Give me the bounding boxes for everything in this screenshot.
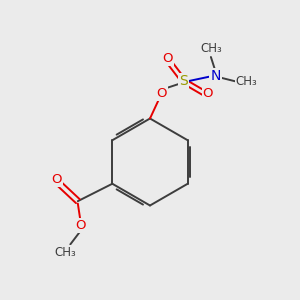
Text: O: O — [162, 52, 173, 65]
Text: O: O — [203, 87, 213, 101]
Text: O: O — [156, 87, 167, 101]
Text: O: O — [52, 173, 62, 186]
Text: O: O — [76, 219, 86, 232]
Text: N: N — [210, 69, 220, 83]
Text: CH₃: CH₃ — [236, 75, 257, 88]
Text: S: S — [179, 74, 188, 88]
Text: CH₃: CH₃ — [54, 246, 76, 259]
Text: CH₃: CH₃ — [200, 42, 222, 56]
